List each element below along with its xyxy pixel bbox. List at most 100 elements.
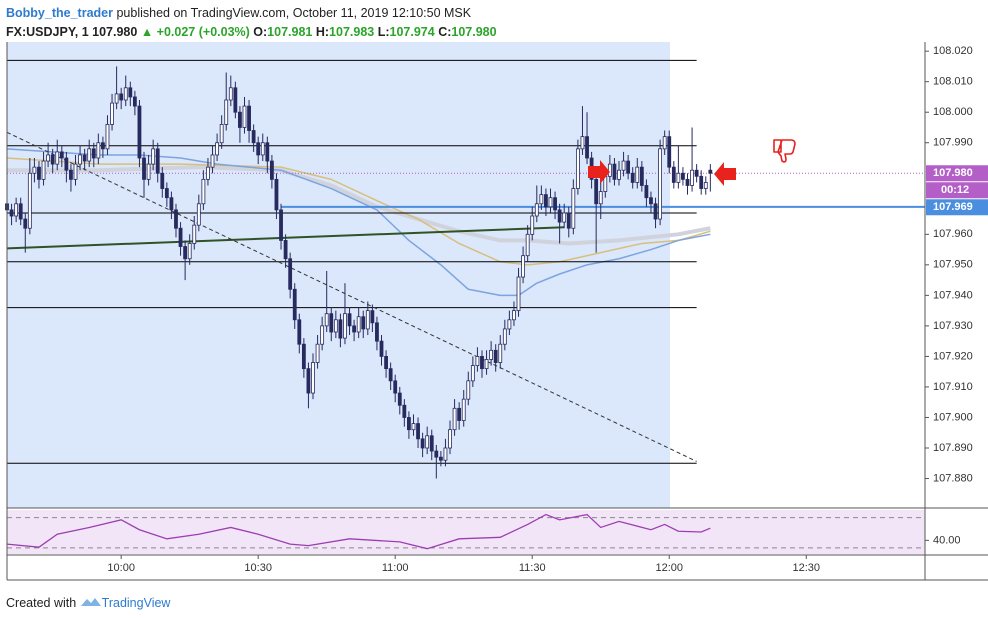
candle-body — [402, 404, 407, 418]
candle-body — [128, 87, 133, 98]
candle-body — [288, 258, 293, 290]
x-tick-label: 11:00 — [382, 562, 409, 574]
last-price-box — [926, 165, 988, 182]
y-tick-label: 107.940 — [933, 289, 973, 301]
candle-body — [238, 111, 242, 128]
candle-body — [607, 163, 612, 177]
footer-brand[interactable]: TradingView — [101, 596, 171, 610]
candle-body — [493, 349, 498, 363]
candle-body — [571, 188, 576, 229]
candle-body — [448, 429, 452, 449]
x-tick-label: 12:00 — [655, 562, 683, 574]
candle-body — [365, 310, 370, 330]
candle-body — [475, 356, 480, 366]
candle-body — [635, 166, 640, 183]
candle-body — [425, 435, 430, 449]
publish-line: Bobby_the_trader published on TradingVie… — [6, 4, 497, 23]
o: 107.981 — [267, 25, 313, 39]
c: 107.980 — [451, 25, 497, 39]
candle-body — [306, 368, 311, 394]
candle-body — [69, 169, 73, 180]
candle-body — [548, 197, 553, 208]
candle-body — [379, 340, 384, 357]
candle-body — [73, 163, 78, 180]
candle-body — [557, 209, 562, 223]
candle-body — [699, 175, 704, 189]
candle-body — [393, 380, 398, 394]
candle-body — [283, 240, 288, 260]
candle-body — [174, 209, 178, 229]
candle-body — [27, 172, 32, 229]
candle-body — [658, 148, 663, 220]
candle-body — [96, 142, 101, 159]
candle-body — [178, 227, 183, 247]
candle-body — [91, 148, 96, 159]
candle-body — [82, 154, 87, 162]
candle-body — [498, 343, 503, 363]
candle-body — [621, 160, 626, 171]
candle-body — [32, 166, 37, 174]
candle-body — [338, 319, 343, 339]
candle-body — [265, 142, 270, 162]
o-label: O: — [253, 25, 268, 39]
author[interactable]: Bobby_the_trader — [6, 6, 113, 20]
candle-body — [685, 178, 690, 186]
logo — [80, 598, 101, 606]
candle-body — [343, 313, 347, 339]
candle-body — [598, 191, 603, 205]
candle-body — [164, 188, 169, 199]
selection-range — [7, 42, 670, 508]
candle-body — [269, 160, 274, 180]
l-label: L: — [377, 25, 390, 39]
candle-body — [101, 142, 105, 150]
candle-body — [224, 99, 229, 125]
candle-body — [512, 310, 516, 321]
arrow-left — [714, 162, 736, 186]
candle-body — [324, 313, 329, 327]
candle-body — [114, 93, 119, 104]
candle-body — [105, 124, 110, 150]
candle-body — [681, 172, 685, 180]
h: 107.983 — [329, 25, 375, 39]
candle-body — [484, 359, 489, 370]
candle-body — [219, 124, 224, 144]
candle-body — [429, 435, 434, 452]
candle-body — [142, 157, 146, 180]
candle-body — [553, 197, 557, 211]
candle-body — [585, 136, 589, 159]
footer-text: Created with — [6, 596, 77, 610]
thumbs-down — [773, 139, 796, 163]
candle-body — [14, 203, 19, 217]
y-tick-label: 107.990 — [933, 137, 973, 149]
trend-line — [6, 131, 697, 462]
x-tick-label: 11:30 — [519, 562, 546, 574]
l: 107.974 — [389, 25, 435, 39]
candle-body — [626, 160, 631, 174]
candle-body — [630, 172, 635, 183]
plot — [5, 59, 925, 550]
x-tick-label: 12:30 — [792, 562, 820, 574]
candle-body — [649, 197, 653, 205]
candle-body — [9, 209, 14, 217]
y-tick-label: 108.010 — [933, 76, 973, 88]
candle-body — [361, 316, 366, 330]
candle-body — [580, 136, 585, 150]
candle-body — [480, 356, 484, 370]
candle-body — [37, 166, 41, 180]
candle-body — [708, 169, 713, 174]
y-tick-label: 107.950 — [933, 259, 973, 271]
candle-body — [461, 398, 466, 421]
candle-body — [233, 87, 238, 113]
candle-body — [192, 224, 197, 244]
candle-body — [215, 142, 219, 156]
candle-body — [525, 233, 530, 257]
y-tick-label: 107.910 — [933, 381, 973, 393]
rsi-tick-label: 40.00 — [933, 534, 961, 546]
candle-body — [146, 163, 151, 180]
candle-body — [87, 148, 92, 162]
candle-body — [201, 178, 206, 205]
candle-body — [260, 142, 265, 156]
candle-body — [416, 423, 420, 440]
x-tick-label: 10:30 — [244, 562, 272, 574]
rsi-line — [6, 513, 711, 550]
